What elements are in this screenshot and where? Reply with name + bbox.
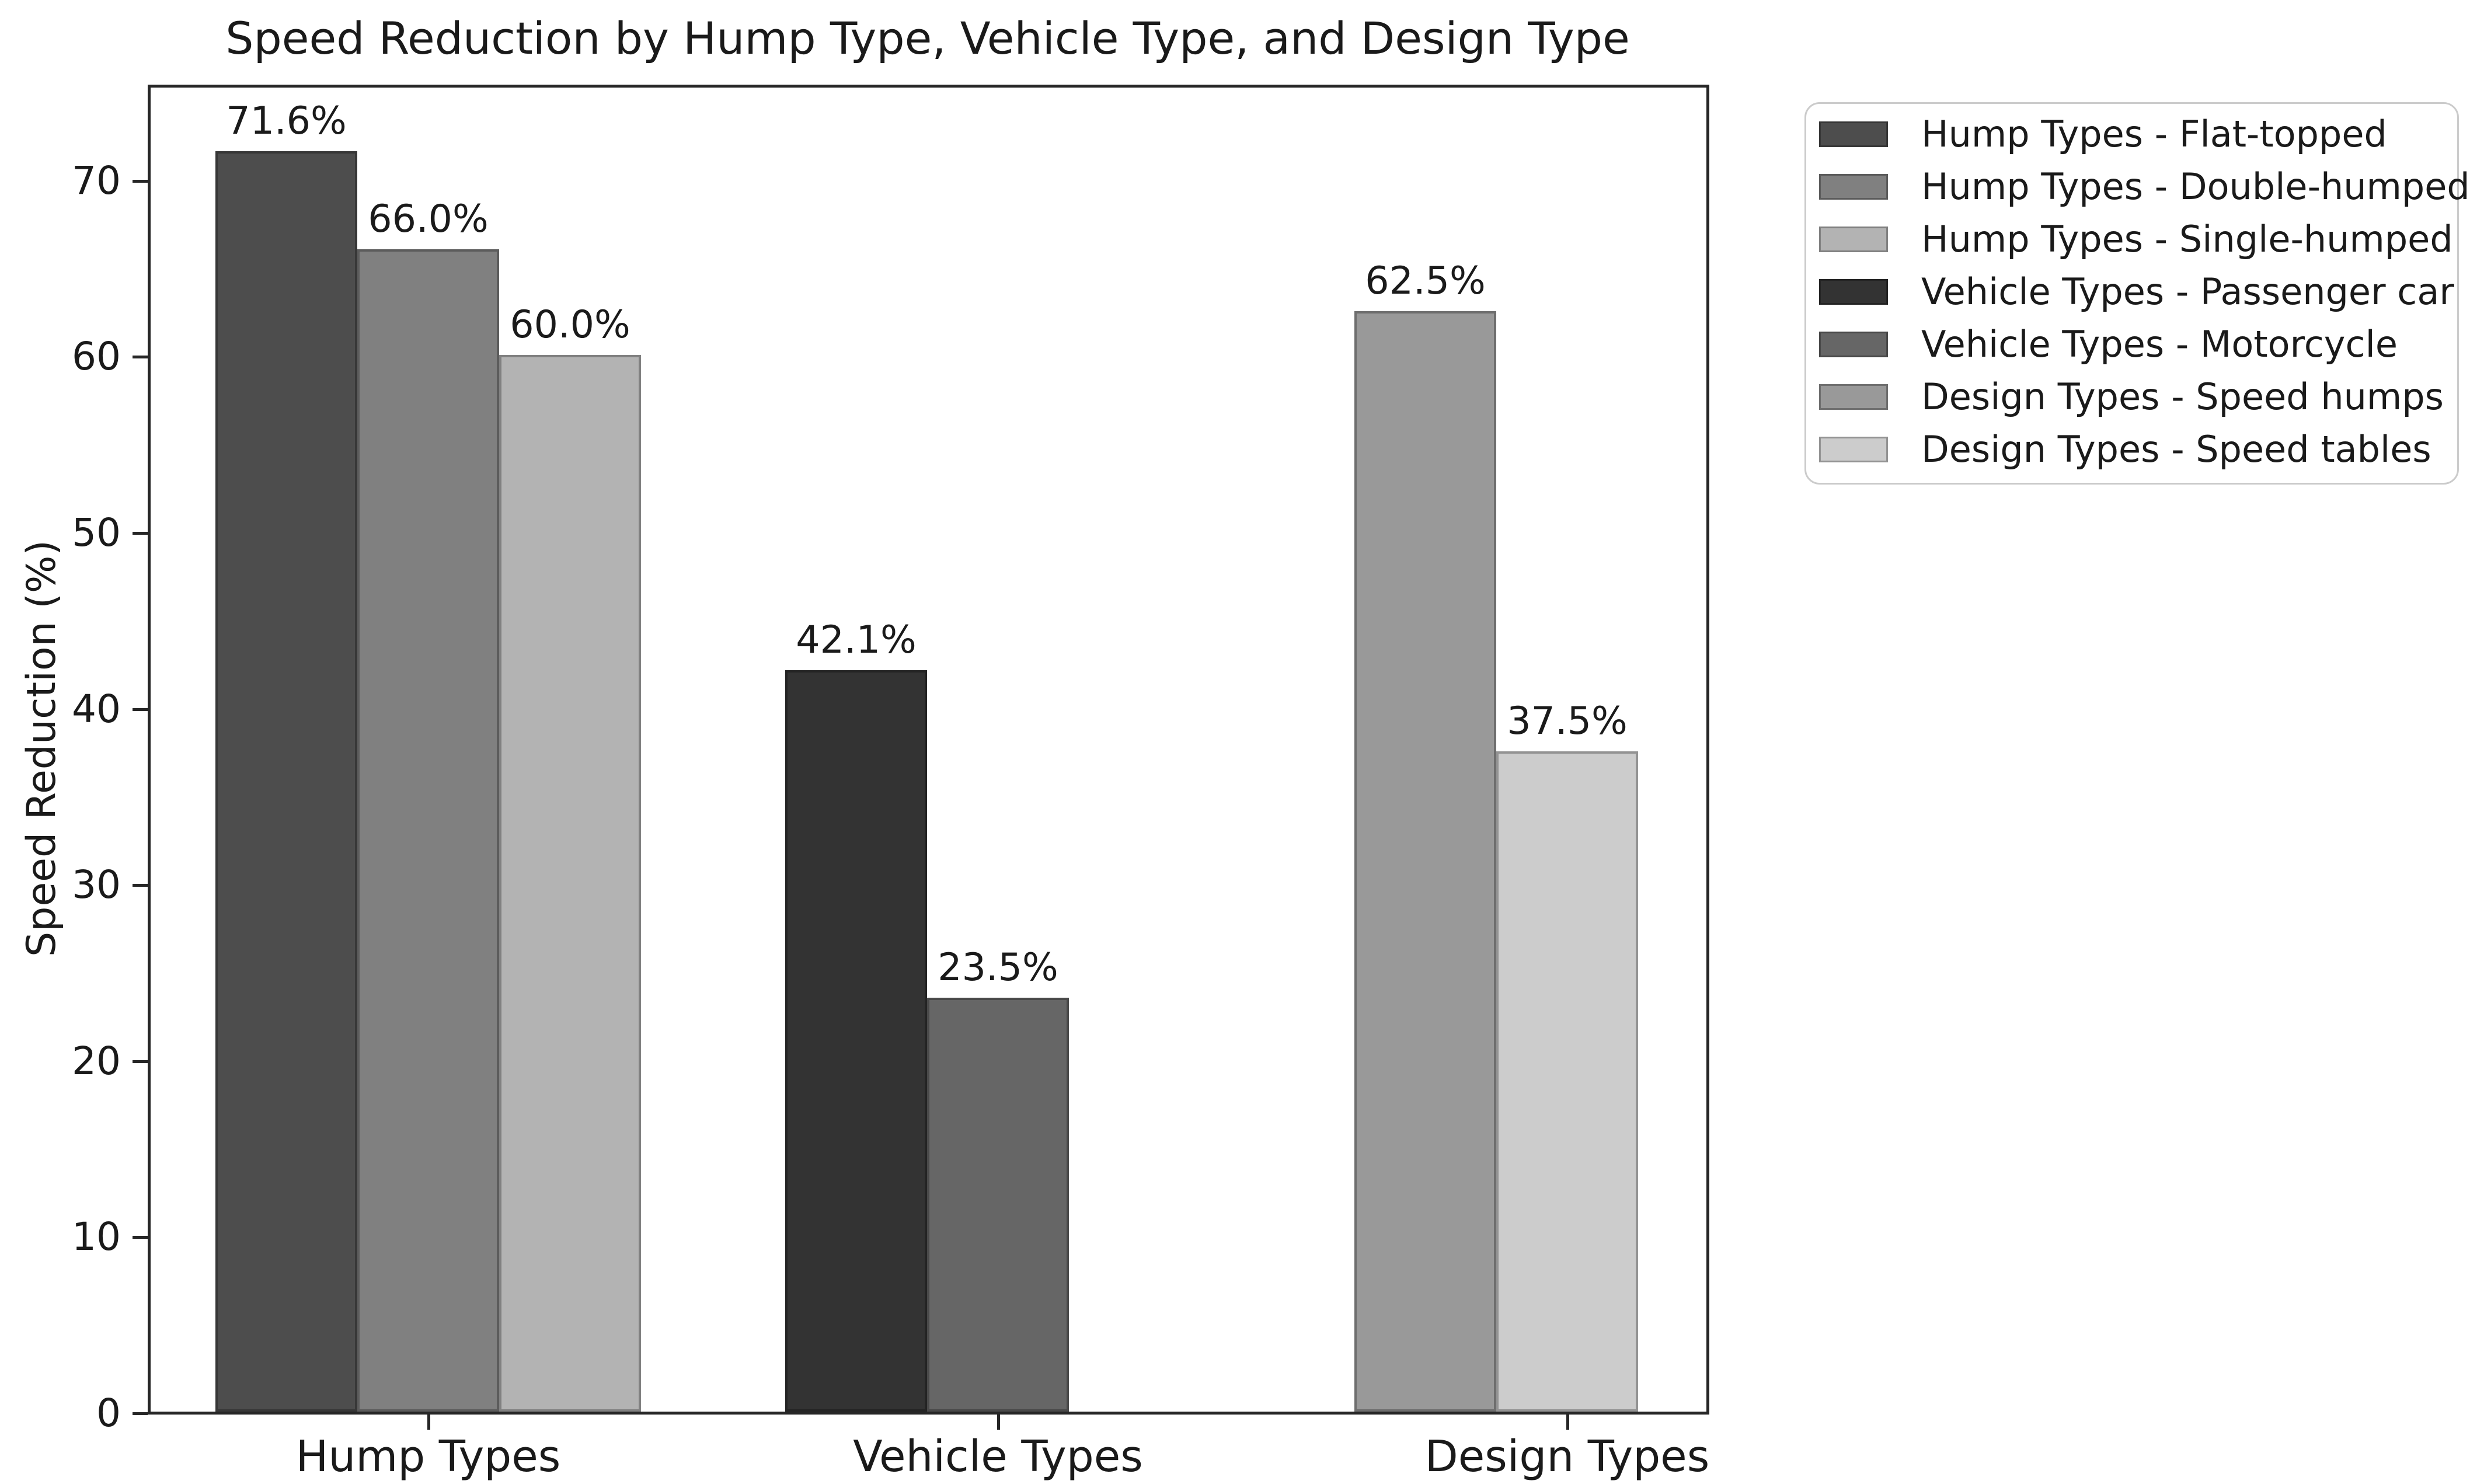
legend-swatch [1819,384,1888,410]
y-tick-label: 10 [72,1214,121,1259]
x-tick-label: Vehicle Types [853,1431,1143,1482]
y-tick-mark [133,708,148,711]
y-tick-mark [133,1235,148,1239]
y-tick-label: 30 [72,862,121,907]
bar-value-label: 60.0% [510,303,630,347]
bar [785,670,927,1412]
bar [927,998,1069,1412]
plot-area: 71.6% 66.0% 60.0% 42.1% 23.5% 62.5% 37.5% [148,85,1709,1415]
y-tick-mark [133,883,148,887]
legend-label: Vehicle Types - Motorcycle [1921,323,2398,365]
y-tick-mark [133,531,148,535]
x-tick-label: Hump Types [295,1431,561,1482]
legend-label: Design Types - Speed humps [1921,375,2444,418]
x-tick-mark [997,1415,1000,1430]
bar-value-label: 37.5% [1507,699,1628,743]
bar [1354,311,1496,1412]
legend-swatch [1819,437,1888,462]
x-tick-label: Design Types [1424,1431,1710,1482]
y-tick-label: 50 [72,510,121,555]
bar [357,249,499,1412]
y-tick-label: 0 [96,1390,121,1436]
bar-value-label: 62.5% [1365,259,1486,303]
y-tick-mark [133,355,148,358]
y-tick-mark [133,1412,148,1415]
y-tick-mark [133,1060,148,1063]
bar-value-label: 71.6% [226,99,347,143]
legend-swatch [1819,227,1888,252]
y-tick-label: 20 [72,1038,121,1084]
legend-label: Vehicle Types - Passenger car [1921,270,2454,313]
legend-label: Hump Types - Double-humped [1921,165,2470,208]
y-tick-label: 70 [72,158,121,203]
legend-swatch [1819,174,1888,200]
chart-title: Speed Reduction by Hump Type, Vehicle Ty… [225,12,1630,64]
bar [499,355,641,1412]
bar-value-label: 66.0% [368,197,489,241]
bar [215,151,357,1412]
bar [1496,751,1638,1412]
x-tick-mark [1566,1415,1569,1430]
legend-swatch [1819,279,1888,305]
legend: Hump Types - Flat-topped Hump Types - Dou… [1804,102,2470,485]
legend-label: Hump Types - Flat-topped [1921,113,2387,155]
y-tick-mark [133,179,148,183]
y-tick-label: 40 [72,686,121,731]
bar-value-label: 42.1% [796,618,917,662]
legend-swatch [1819,332,1888,357]
legend-label: Design Types - Speed tables [1921,428,2431,471]
x-tick-mark [427,1415,430,1430]
y-tick-label: 60 [72,333,121,379]
legend-label: Hump Types - Single-humped [1921,218,2453,260]
legend-swatch [1819,121,1888,147]
bar-value-label: 23.5% [938,946,1058,990]
